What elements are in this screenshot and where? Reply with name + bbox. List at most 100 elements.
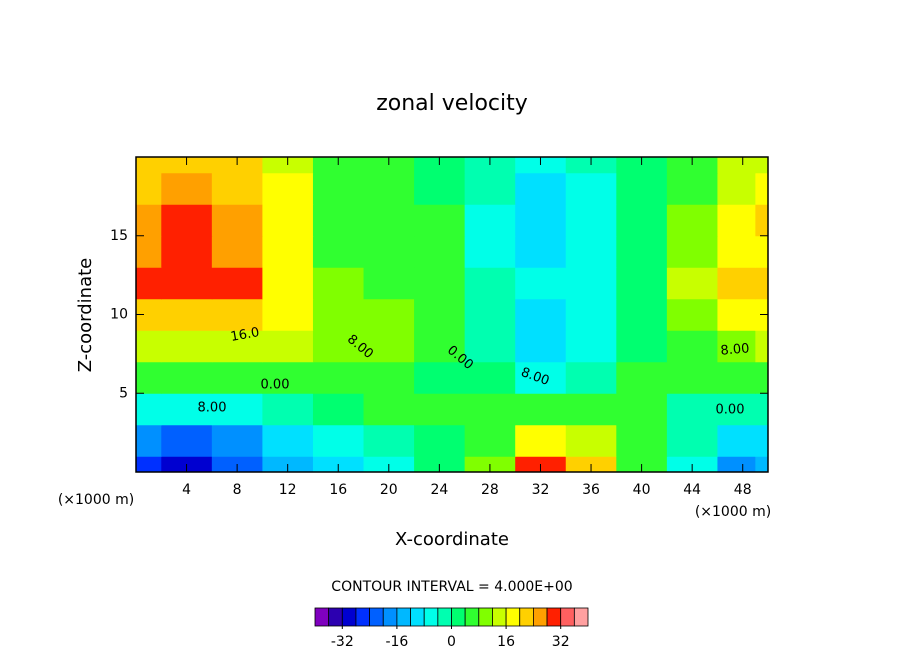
field-cell xyxy=(464,172,516,205)
x-tick-label: 28 xyxy=(481,482,499,498)
field-cell xyxy=(262,330,314,363)
field-cell xyxy=(211,267,263,300)
colorbar-box xyxy=(341,607,357,627)
field-cell xyxy=(515,172,567,205)
field-cell xyxy=(211,204,263,237)
colorbar-box xyxy=(382,607,398,627)
field-cell xyxy=(414,298,466,331)
colorbar-tick-label: -32 xyxy=(331,634,354,650)
colorbar-box xyxy=(519,607,534,627)
x-tick-label: 4 xyxy=(182,482,191,498)
field-cell xyxy=(616,424,668,457)
field-cell xyxy=(464,330,516,363)
colorbar-box xyxy=(492,607,507,627)
x-tick-label: 8 xyxy=(233,482,242,498)
field-cell xyxy=(515,157,567,174)
field-cell xyxy=(616,267,668,300)
field-cell xyxy=(464,157,516,174)
field-cell xyxy=(136,393,162,426)
field-cell xyxy=(666,393,718,426)
field-cell xyxy=(464,298,516,331)
colorbar-box xyxy=(328,607,343,627)
field-cell xyxy=(464,424,516,457)
field-cell xyxy=(565,393,617,426)
field-cell xyxy=(312,298,365,331)
field-cell xyxy=(755,157,769,174)
field-cell xyxy=(161,235,213,268)
colorbar-box xyxy=(437,607,452,627)
field-cell xyxy=(262,298,314,331)
colorbar-box xyxy=(451,607,466,627)
colorbar-box xyxy=(505,607,521,627)
field-cell xyxy=(262,393,314,426)
field-cell xyxy=(755,267,769,300)
field-cell xyxy=(262,235,314,268)
field-cell xyxy=(136,204,162,237)
colorbar-tick-label: 0 xyxy=(447,634,456,650)
x-tick-label: 44 xyxy=(683,482,701,498)
field-cell xyxy=(312,235,365,268)
field-cell xyxy=(464,235,516,268)
field-cell xyxy=(616,298,668,331)
field-cell xyxy=(136,330,162,363)
colorbar-box xyxy=(573,607,589,627)
colorbar-box xyxy=(423,607,439,627)
field-cell xyxy=(515,330,567,363)
field-cell xyxy=(161,393,213,426)
field-cell xyxy=(666,298,718,331)
field-cell xyxy=(312,204,365,237)
colorbar-box xyxy=(314,607,330,627)
field-cell xyxy=(363,298,415,331)
field-cell xyxy=(161,298,213,331)
colorbar-box xyxy=(560,607,575,627)
field-cell xyxy=(717,204,756,237)
field-cell xyxy=(616,235,668,268)
field-cell xyxy=(616,330,668,363)
field-cell xyxy=(136,424,162,457)
field-cell xyxy=(717,393,756,426)
field-cell xyxy=(363,330,415,363)
field-cell xyxy=(717,235,756,268)
field-cell xyxy=(464,393,516,426)
field-cell xyxy=(136,157,162,174)
field-cell xyxy=(755,424,769,457)
colorbar-box xyxy=(533,607,548,627)
x-tick-label: 36 xyxy=(582,482,600,498)
field-cell xyxy=(755,393,769,426)
field-cell xyxy=(755,361,769,394)
field-cell xyxy=(515,393,567,426)
field-cell xyxy=(755,235,769,268)
field-cell xyxy=(515,235,567,268)
field-cell xyxy=(161,424,213,457)
x-tick-label: 48 xyxy=(734,482,752,498)
y-unit-label: (×1000 m) xyxy=(58,492,134,508)
field-cell xyxy=(262,204,314,237)
x-axis-label: X-coordinate xyxy=(395,529,509,550)
field-cell xyxy=(262,157,314,174)
field-cell xyxy=(312,393,365,426)
field-cell xyxy=(363,361,415,394)
field-cell xyxy=(515,267,567,300)
y-tick-label: 5 xyxy=(119,385,128,401)
field-cell xyxy=(211,361,263,394)
field-cell xyxy=(565,330,617,363)
y-tick-label: 15 xyxy=(110,228,128,244)
field-cell xyxy=(666,204,718,237)
field-cell xyxy=(565,424,617,457)
field-cell xyxy=(464,204,516,237)
field-cell xyxy=(464,267,516,300)
field-cell xyxy=(616,393,668,426)
field-cell xyxy=(161,204,213,237)
field-cell xyxy=(262,172,314,205)
field-cell xyxy=(464,361,516,394)
field-cell xyxy=(161,330,213,363)
colorbar-box xyxy=(464,607,480,627)
contour-label: 0.00 xyxy=(716,403,745,418)
field-cell xyxy=(414,393,466,426)
field-cell xyxy=(565,172,617,205)
field xyxy=(136,157,769,473)
colorbar-box xyxy=(369,607,384,627)
field-cell xyxy=(363,267,415,300)
colorbar-box xyxy=(410,607,425,627)
